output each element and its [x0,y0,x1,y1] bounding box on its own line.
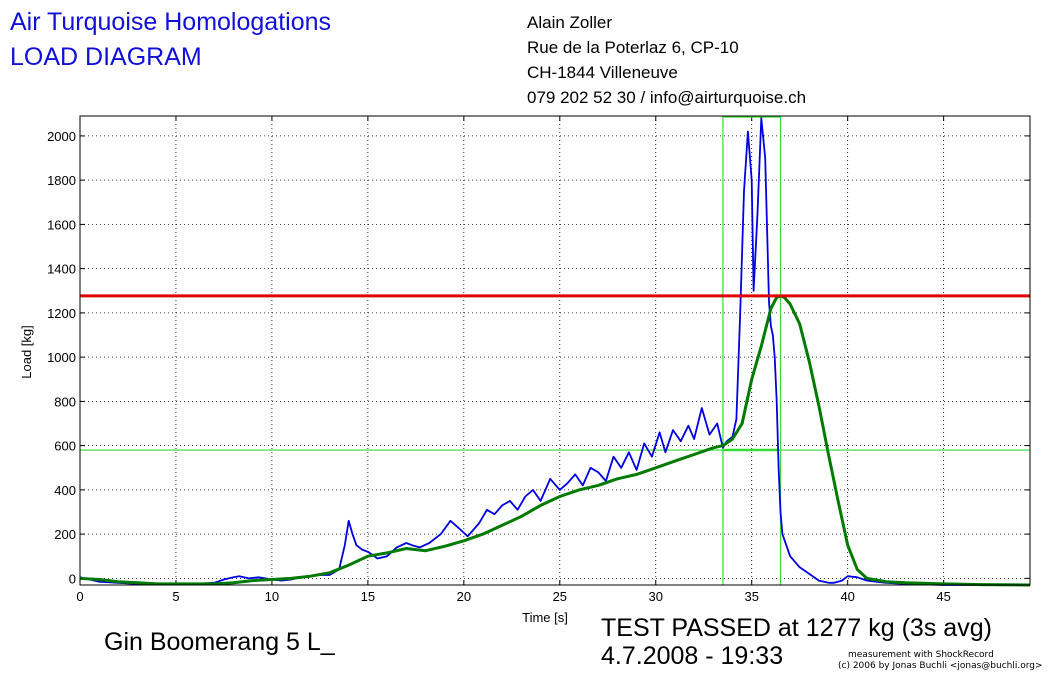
diagram-subtitle: LOAD DIAGRAM [10,43,202,71]
address-city: CH-1844 Villeneuve [527,63,678,82]
plot-background [80,116,1030,585]
x-tick-label: 15 [361,589,375,604]
address-contact: 079 202 52 30 / info@airturquoise.ch [527,88,807,107]
y-tick-label: 0 [69,571,76,586]
y-tick-label: 800 [54,394,76,409]
x-tick-label: 40 [840,589,854,604]
x-tick-label: 25 [553,589,567,604]
y-tick-label: 1400 [47,262,76,277]
y-tick-label: 1200 [47,306,76,321]
test-datetime: 4.7.2008 - 19:33 [601,642,784,670]
address-name: Alain Zoller [527,13,613,32]
y-tick-label: 600 [54,439,76,454]
x-tick-label: 35 [744,589,758,604]
series-line-avg [79,294,1031,587]
y-tick-label: 1800 [47,173,76,188]
glider-name: Gin Boomerang 5 L_ [104,628,335,656]
y-tick-label: 1600 [47,217,76,232]
x-axis-label: Time [s] [522,610,568,625]
y-tick-label: 2000 [47,129,76,144]
x-tick-label: 5 [172,589,179,604]
diagram-title: Air Turquoise Homologations [10,8,331,36]
x-tick-label: 45 [936,589,950,604]
credit-line-2: (c) 2006 by Jonas Buchli <jonas@buchli.o… [838,661,1043,671]
x-tick-label: 30 [649,589,663,604]
address-street: Rue de la Poterlaz 6, CP-10 [527,38,739,57]
credit-line-1: measurement with ShockRecord [848,650,994,660]
y-tick-label: 400 [54,483,76,498]
y-tick-label: 200 [54,527,76,542]
x-tick-label: 10 [265,589,279,604]
y-axis-label: Load [kg] [19,325,34,379]
y-tick-label: 1000 [47,350,76,365]
plot-frame [79,115,1031,586]
series-layer [79,117,1031,587]
x-tick-label: 0 [76,589,83,604]
tick-labels: 0 5 10 15 20 25 30 35 40 45 0 200 400 600 800 1000 1200 1… [47,129,951,604]
test-result: TEST PASSED at 1277 kg (3s avg) [601,614,992,642]
x-tick-label: 20 [457,589,471,604]
